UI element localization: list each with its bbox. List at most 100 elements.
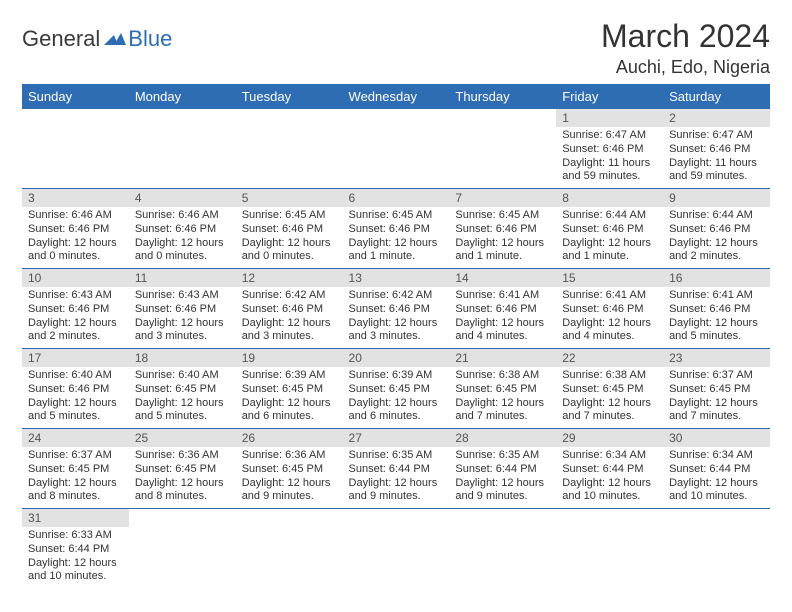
calendar-week: 31Sunrise: 6:33 AMSunset: 6:44 PMDayligh… [22, 509, 770, 589]
sunrise-text: Sunrise: 6:38 AM [562, 369, 657, 383]
title-block: March 2024 Auchi, Edo, Nigeria [601, 18, 770, 78]
calendar-week: 3Sunrise: 6:46 AMSunset: 6:46 PMDaylight… [22, 189, 770, 269]
calendar-day: 2Sunrise: 6:47 AMSunset: 6:46 PMDaylight… [663, 109, 770, 189]
day-number [22, 109, 129, 125]
sunrise-text: Sunrise: 6:47 AM [562, 129, 657, 143]
sunset-text: Sunset: 6:45 PM [669, 383, 764, 397]
day-details: Sunrise: 6:38 AMSunset: 6:45 PMDaylight:… [556, 367, 663, 428]
sunrise-text: Sunrise: 6:36 AM [242, 449, 337, 463]
daylight-text: Daylight: 12 hours and 10 minutes. [28, 557, 123, 585]
day-number: 15 [556, 269, 663, 287]
calendar-day [236, 109, 343, 189]
day-number: 8 [556, 189, 663, 207]
day-details: Sunrise: 6:45 AMSunset: 6:46 PMDaylight:… [236, 207, 343, 268]
day-number: 23 [663, 349, 770, 367]
day-number [449, 509, 556, 525]
calendar-day [343, 109, 450, 189]
calendar-day: 7Sunrise: 6:45 AMSunset: 6:46 PMDaylight… [449, 189, 556, 269]
day-number: 1 [556, 109, 663, 127]
sunset-text: Sunset: 6:46 PM [135, 303, 230, 317]
sunrise-text: Sunrise: 6:44 AM [669, 209, 764, 223]
sunrise-text: Sunrise: 6:40 AM [135, 369, 230, 383]
calendar-day: 13Sunrise: 6:42 AMSunset: 6:46 PMDayligh… [343, 269, 450, 349]
calendar-day: 4Sunrise: 6:46 AMSunset: 6:46 PMDaylight… [129, 189, 236, 269]
day-number: 10 [22, 269, 129, 287]
calendar-day: 23 Sunrise: 6:37 AMSunset: 6:45 PMDayligh… [663, 349, 770, 429]
day-details: Sunrise: 6:36 AMSunset: 6:45 PMDaylight:… [236, 447, 343, 508]
day-details: Sunrise: 6:43 AMSunset: 6:46 PMDaylight:… [129, 287, 236, 348]
calendar-day: 16Sunrise: 6:41 AMSunset: 6:46 PMDayligh… [663, 269, 770, 349]
day-number: 28 [449, 429, 556, 447]
day-details: Sunrise: 6:40 AMSunset: 6:45 PMDaylight:… [129, 367, 236, 428]
sunset-text: Sunset: 6:46 PM [455, 223, 550, 237]
calendar-day: 22Sunrise: 6:38 AMSunset: 6:45 PMDayligh… [556, 349, 663, 429]
sunset-text: Sunset: 6:46 PM [349, 223, 444, 237]
daylight-text: Daylight: 12 hours and 3 minutes. [242, 317, 337, 345]
sunrise-text: Sunrise: 6:40 AM [28, 369, 123, 383]
sunset-text: Sunset: 6:46 PM [562, 303, 657, 317]
dow-header-row: Sunday Monday Tuesday Wednesday Thursday… [22, 84, 770, 109]
calendar-week: 1Sunrise: 6:47 AMSunset: 6:46 PMDaylight… [22, 109, 770, 189]
sunset-text: Sunset: 6:44 PM [669, 463, 764, 477]
sunset-text: Sunset: 6:45 PM [242, 463, 337, 477]
daylight-text: Daylight: 12 hours and 7 minutes. [562, 397, 657, 425]
calendar-table: Sunday Monday Tuesday Wednesday Thursday… [22, 84, 770, 588]
calendar-day [556, 509, 663, 589]
calendar-day [343, 509, 450, 589]
sunset-text: Sunset: 6:46 PM [562, 143, 657, 157]
day-number: 13 [343, 269, 450, 287]
dow-sunday: Sunday [22, 84, 129, 109]
calendar-day: 20Sunrise: 6:39 AMSunset: 6:45 PMDayligh… [343, 349, 450, 429]
daylight-text: Daylight: 12 hours and 0 minutes. [242, 237, 337, 265]
day-number [343, 109, 450, 125]
sunset-text: Sunset: 6:44 PM [455, 463, 550, 477]
day-details: Sunrise: 6:40 AMSunset: 6:46 PMDaylight:… [22, 367, 129, 428]
calendar-day [129, 509, 236, 589]
sunset-text: Sunset: 6:45 PM [455, 383, 550, 397]
calendar-day: 28Sunrise: 6:35 AMSunset: 6:44 PMDayligh… [449, 429, 556, 509]
day-number: 16 [663, 269, 770, 287]
day-details: Sunrise: 6:44 AMSunset: 6:46 PMDaylight:… [663, 207, 770, 268]
dow-wednesday: Wednesday [343, 84, 450, 109]
daylight-text: Daylight: 12 hours and 2 minutes. [28, 317, 123, 345]
daylight-text: Daylight: 12 hours and 7 minutes. [669, 397, 764, 425]
day-number [129, 509, 236, 525]
day-details: Sunrise: 6:36 AMSunset: 6:45 PMDaylight:… [129, 447, 236, 508]
sunrise-text: Sunrise: 6:37 AM [28, 449, 123, 463]
calendar-day: 27Sunrise: 6:35 AMSunset: 6:44 PMDayligh… [343, 429, 450, 509]
day-details: Sunrise: 6:43 AMSunset: 6:46 PMDaylight:… [22, 287, 129, 348]
sunrise-text: Sunrise: 6:46 AM [135, 209, 230, 223]
daylight-text: Daylight: 12 hours and 9 minutes. [349, 477, 444, 505]
calendar-day [449, 509, 556, 589]
day-number: 11 [129, 269, 236, 287]
day-details: Sunrise: 6:46 AMSunset: 6:46 PMDaylight:… [22, 207, 129, 268]
day-number: 19 [236, 349, 343, 367]
calendar-day: 25Sunrise: 6:36 AMSunset: 6:45 PMDayligh… [129, 429, 236, 509]
calendar-day: 14Sunrise: 6:41 AMSunset: 6:46 PMDayligh… [449, 269, 556, 349]
daylight-text: Daylight: 12 hours and 0 minutes. [28, 237, 123, 265]
day-number [556, 509, 663, 525]
day-details: Sunrise: 6:35 AMSunset: 6:44 PMDaylight:… [343, 447, 450, 508]
daylight-text: Daylight: 11 hours and 59 minutes. [669, 157, 764, 185]
day-details: Sunrise: 6:38 AMSunset: 6:45 PMDaylight:… [449, 367, 556, 428]
daylight-text: Daylight: 12 hours and 4 minutes. [455, 317, 550, 345]
day-number: 12 [236, 269, 343, 287]
daylight-text: Daylight: 12 hours and 4 minutes. [562, 317, 657, 345]
daylight-text: Daylight: 12 hours and 10 minutes. [669, 477, 764, 505]
calendar-week: 10Sunrise: 6:43 AMSunset: 6:46 PMDayligh… [22, 269, 770, 349]
sunrise-text: Sunrise: 6:37 AM [669, 369, 764, 383]
day-details: Sunrise: 6:33 AMSunset: 6:44 PMDaylight:… [22, 527, 129, 588]
day-number: 20 [343, 349, 450, 367]
day-number: 30 [663, 429, 770, 447]
daylight-text: Daylight: 12 hours and 8 minutes. [28, 477, 123, 505]
calendar-week: 17Sunrise: 6:40 AMSunset: 6:46 PMDayligh… [22, 349, 770, 429]
calendar-day: 6Sunrise: 6:45 AMSunset: 6:46 PMDaylight… [343, 189, 450, 269]
calendar-day: 8Sunrise: 6:44 AMSunset: 6:46 PMDaylight… [556, 189, 663, 269]
sunset-text: Sunset: 6:44 PM [562, 463, 657, 477]
day-number: 3 [22, 189, 129, 207]
sunrise-text: Sunrise: 6:45 AM [349, 209, 444, 223]
brand-text-general: General [22, 26, 100, 52]
day-details: Sunrise: 6:46 AMSunset: 6:46 PMDaylight:… [129, 207, 236, 268]
sunset-text: Sunset: 6:46 PM [28, 383, 123, 397]
day-details: Sunrise: 6:47 AMSunset: 6:46 PMDaylight:… [663, 127, 770, 188]
